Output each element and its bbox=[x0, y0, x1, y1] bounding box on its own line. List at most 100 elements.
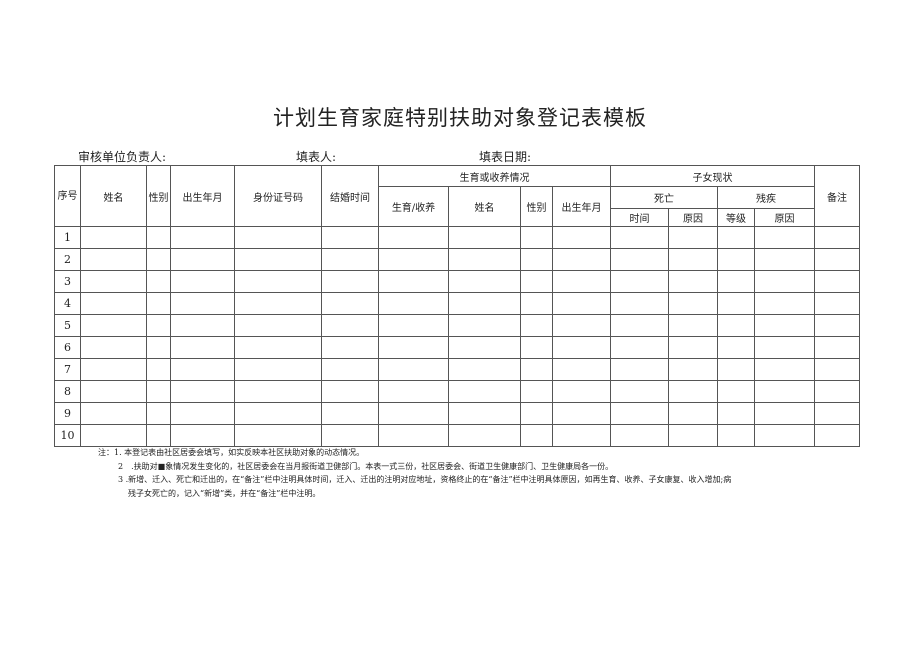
table-cell[interactable] bbox=[754, 226, 815, 249]
table-cell[interactable] bbox=[80, 424, 147, 447]
table-cell[interactable] bbox=[552, 380, 611, 403]
table-cell[interactable] bbox=[520, 314, 553, 337]
table-cell[interactable] bbox=[146, 380, 171, 403]
table-cell[interactable] bbox=[234, 402, 322, 425]
table-cell[interactable] bbox=[80, 380, 147, 403]
table-cell[interactable] bbox=[814, 402, 860, 425]
table-cell[interactable] bbox=[668, 314, 718, 337]
table-cell[interactable] bbox=[80, 314, 147, 337]
table-cell[interactable] bbox=[80, 292, 147, 315]
table-cell[interactable] bbox=[146, 314, 171, 337]
table-cell[interactable] bbox=[170, 402, 235, 425]
table-cell[interactable] bbox=[552, 248, 611, 271]
table-cell[interactable] bbox=[448, 270, 521, 293]
table-cell[interactable] bbox=[234, 292, 322, 315]
table-cell[interactable] bbox=[717, 226, 755, 249]
table-cell[interactable] bbox=[668, 402, 718, 425]
table-cell[interactable] bbox=[80, 226, 147, 249]
table-cell[interactable] bbox=[448, 402, 521, 425]
table-cell[interactable] bbox=[80, 402, 147, 425]
table-cell[interactable] bbox=[552, 358, 611, 381]
table-cell[interactable] bbox=[321, 292, 379, 315]
table-cell[interactable] bbox=[754, 292, 815, 315]
table-cell[interactable] bbox=[814, 270, 860, 293]
table-cell[interactable] bbox=[146, 248, 171, 271]
table-cell[interactable] bbox=[321, 270, 379, 293]
table-cell[interactable] bbox=[234, 270, 322, 293]
table-cell[interactable] bbox=[520, 424, 553, 447]
table-cell[interactable] bbox=[448, 380, 521, 403]
table-cell[interactable] bbox=[717, 336, 755, 359]
table-cell[interactable] bbox=[717, 402, 755, 425]
table-cell[interactable] bbox=[170, 248, 235, 271]
table-cell[interactable] bbox=[234, 358, 322, 381]
table-cell[interactable] bbox=[234, 314, 322, 337]
table-cell[interactable] bbox=[814, 380, 860, 403]
table-cell[interactable] bbox=[146, 270, 171, 293]
table-cell[interactable] bbox=[80, 336, 147, 359]
table-cell[interactable] bbox=[668, 292, 718, 315]
table-cell[interactable] bbox=[378, 248, 449, 271]
table-cell[interactable] bbox=[378, 402, 449, 425]
table-cell[interactable] bbox=[146, 358, 171, 381]
table-cell[interactable] bbox=[520, 248, 553, 271]
table-cell[interactable] bbox=[321, 358, 379, 381]
table-cell[interactable] bbox=[552, 314, 611, 337]
table-cell[interactable] bbox=[234, 226, 322, 249]
table-cell[interactable] bbox=[552, 226, 611, 249]
table-cell[interactable] bbox=[378, 380, 449, 403]
table-cell[interactable] bbox=[754, 314, 815, 337]
table-cell[interactable] bbox=[754, 424, 815, 447]
table-cell[interactable] bbox=[321, 336, 379, 359]
table-cell[interactable] bbox=[610, 226, 669, 249]
table-cell[interactable] bbox=[321, 402, 379, 425]
table-cell[interactable] bbox=[448, 248, 521, 271]
table-cell[interactable] bbox=[378, 424, 449, 447]
table-cell[interactable] bbox=[552, 292, 611, 315]
table-cell[interactable] bbox=[610, 248, 669, 271]
table-cell[interactable] bbox=[170, 314, 235, 337]
table-cell[interactable] bbox=[234, 424, 322, 447]
table-cell[interactable] bbox=[80, 248, 147, 271]
table-cell[interactable] bbox=[754, 270, 815, 293]
table-cell[interactable] bbox=[321, 380, 379, 403]
table-cell[interactable] bbox=[520, 270, 553, 293]
table-cell[interactable] bbox=[146, 424, 171, 447]
table-cell[interactable] bbox=[170, 292, 235, 315]
table-cell[interactable] bbox=[146, 226, 171, 249]
table-cell[interactable] bbox=[170, 358, 235, 381]
table-cell[interactable] bbox=[321, 248, 379, 271]
table-cell[interactable] bbox=[610, 380, 669, 403]
table-cell[interactable] bbox=[814, 292, 860, 315]
table-cell[interactable] bbox=[146, 402, 171, 425]
table-cell[interactable] bbox=[717, 314, 755, 337]
table-cell[interactable] bbox=[378, 358, 449, 381]
table-cell[interactable] bbox=[717, 380, 755, 403]
table-cell[interactable] bbox=[321, 314, 379, 337]
table-cell[interactable] bbox=[610, 336, 669, 359]
table-cell[interactable] bbox=[170, 226, 235, 249]
table-cell[interactable] bbox=[520, 226, 553, 249]
table-cell[interactable] bbox=[814, 248, 860, 271]
table-cell[interactable] bbox=[717, 358, 755, 381]
table-cell[interactable] bbox=[754, 336, 815, 359]
table-cell[interactable] bbox=[754, 358, 815, 381]
table-cell[interactable] bbox=[814, 226, 860, 249]
table-cell[interactable] bbox=[448, 314, 521, 337]
table-cell[interactable] bbox=[668, 424, 718, 447]
table-cell[interactable] bbox=[717, 424, 755, 447]
table-cell[interactable] bbox=[520, 380, 553, 403]
table-cell[interactable] bbox=[520, 292, 553, 315]
table-cell[interactable] bbox=[610, 270, 669, 293]
table-cell[interactable] bbox=[668, 270, 718, 293]
table-cell[interactable] bbox=[378, 270, 449, 293]
table-cell[interactable] bbox=[448, 292, 521, 315]
table-cell[interactable] bbox=[610, 424, 669, 447]
table-cell[interactable] bbox=[520, 336, 553, 359]
table-cell[interactable] bbox=[754, 402, 815, 425]
table-cell[interactable] bbox=[234, 380, 322, 403]
table-cell[interactable] bbox=[170, 336, 235, 359]
table-cell[interactable] bbox=[80, 358, 147, 381]
table-cell[interactable] bbox=[668, 358, 718, 381]
table-cell[interactable] bbox=[814, 336, 860, 359]
